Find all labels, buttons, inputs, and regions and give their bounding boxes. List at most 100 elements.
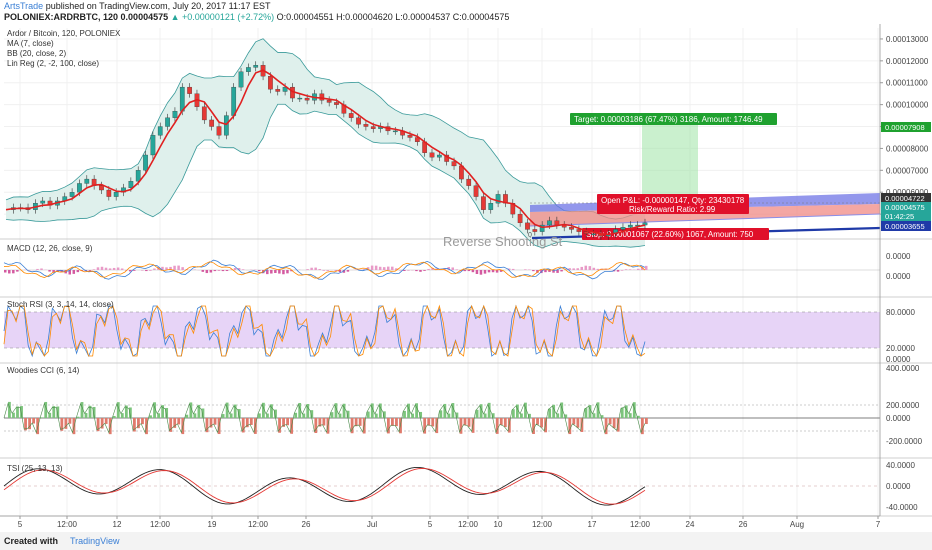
candle-body [495, 194, 501, 204]
target-zone [642, 124, 698, 204]
macd-histogram-bar [278, 270, 281, 274]
open-pl-label-bg[interactable] [597, 194, 749, 214]
macd-histogram-bar [560, 270, 563, 272]
cci-histogram-bar [60, 418, 64, 431]
candle-body [532, 229, 538, 232]
macd-histogram-bar [451, 267, 454, 270]
price-tick-label: 0.00007000 [886, 166, 929, 175]
cci-histogram-bar [137, 418, 140, 429]
candle-body [179, 86, 185, 112]
ohlc-values: O:0.00004551 H:0.00004620 L:0.00004537 C… [276, 12, 510, 22]
macd-histogram-bar [88, 270, 92, 271]
cci-histogram-bar [391, 418, 394, 426]
time-tick-label: Jul [367, 520, 377, 529]
cci-histogram-bar [20, 406, 23, 418]
cci-histogram-bar [120, 413, 124, 418]
cci-histogram-bar [40, 417, 44, 418]
author-link[interactable]: ArtsTrade [4, 1, 44, 11]
macd-histogram-bar [334, 270, 338, 271]
cci-histogram-bar [612, 418, 616, 429]
linreg-lower-channel [530, 204, 880, 226]
candle-body [319, 93, 325, 101]
price-badge: 0.00004722 [885, 194, 925, 203]
legend-item: Lin Reg (2, -2, 100, close) [7, 59, 99, 68]
cci-histogram-bar [177, 418, 181, 425]
macd-histogram-bar [572, 268, 575, 270]
macd-histogram-bar [4, 270, 7, 273]
candle-body [620, 227, 626, 230]
macd-histogram-bar [165, 267, 168, 270]
candle-body [172, 111, 178, 118]
cci-histogram-bar [378, 403, 382, 418]
macd-histogram-bar [314, 267, 317, 270]
cci-histogram-bar [576, 418, 580, 428]
target-label-bg[interactable] [570, 113, 777, 125]
cci-histogram-bar [366, 411, 370, 418]
candle-body [436, 154, 442, 158]
macd-line [3, 259, 646, 280]
cci-histogram-bar [483, 413, 487, 418]
time-tick-label: 17 [588, 520, 597, 529]
macd-tick: 0.0000 [886, 272, 911, 281]
tradingview-logo[interactable]: TradingView [70, 536, 120, 546]
stop-label-bg[interactable] [582, 228, 769, 240]
cci-tick: -200.0000 [886, 437, 923, 446]
cci-histogram-bar [229, 413, 233, 418]
cci-histogram-bar [439, 410, 443, 418]
cci-histogram-bar [84, 412, 88, 418]
candle-body [223, 115, 229, 136]
candle-body [282, 86, 288, 92]
macd-histogram-bar [427, 268, 430, 270]
macd-histogram-bar [217, 270, 221, 271]
macd-histogram-bar [12, 270, 15, 274]
cci-histogram-bar [503, 418, 507, 428]
cci-histogram-bar [165, 407, 169, 418]
cci-histogram-bar [528, 413, 531, 418]
candle-body [297, 97, 303, 100]
cci-histogram-bar [636, 415, 640, 418]
candle-body [209, 119, 215, 127]
candle-body [326, 100, 332, 103]
cci-histogram-bar [213, 418, 217, 425]
candle-body [246, 67, 251, 72]
candle-body [348, 113, 354, 118]
cci-histogram-bar [197, 404, 201, 418]
cci-histogram-bar [149, 415, 152, 418]
bollinger-band-upper [5, 38, 646, 220]
macd-histogram-bar [326, 270, 330, 271]
time-tick-label: 12:00 [57, 520, 78, 529]
macd-histogram-bar [153, 268, 156, 270]
macd-histogram-bar [213, 270, 217, 272]
cci-histogram-bar [411, 413, 414, 418]
axes: 0.00013000 0.00012000 0.00011000 0.00010000… [0, 24, 931, 529]
macd-histogram-bar [479, 270, 483, 275]
macd-histogram-bar [100, 266, 104, 270]
cci-histogram-bar [427, 418, 431, 426]
candle-body [583, 231, 589, 234]
macd-histogram-bar [290, 270, 293, 272]
candle-body [268, 76, 273, 90]
macd-histogram-bar [52, 270, 55, 273]
macd-histogram-bar [419, 270, 422, 272]
macd-histogram-bar [628, 269, 632, 270]
cci-histogram-bar [346, 410, 350, 418]
candle-body [466, 178, 472, 186]
candle-body [363, 124, 369, 127]
candle-body [517, 213, 523, 224]
macd-histogram-bar [92, 269, 96, 270]
macd-histogram-bar [72, 270, 76, 274]
macd-histogram-bar [282, 270, 285, 275]
cci-histogram-bar [524, 402, 527, 418]
macd-histogram-bar [616, 270, 620, 272]
time-tick-label: 24 [686, 520, 695, 529]
cci-histogram-bar [592, 413, 596, 418]
cci-histogram-bar [628, 413, 632, 418]
macd-histogram-bar [378, 266, 382, 270]
candle-body [525, 222, 530, 230]
cci-histogram-bar [495, 418, 499, 434]
cci-histogram-bar [185, 414, 189, 418]
cci-histogram-bar [604, 418, 608, 435]
